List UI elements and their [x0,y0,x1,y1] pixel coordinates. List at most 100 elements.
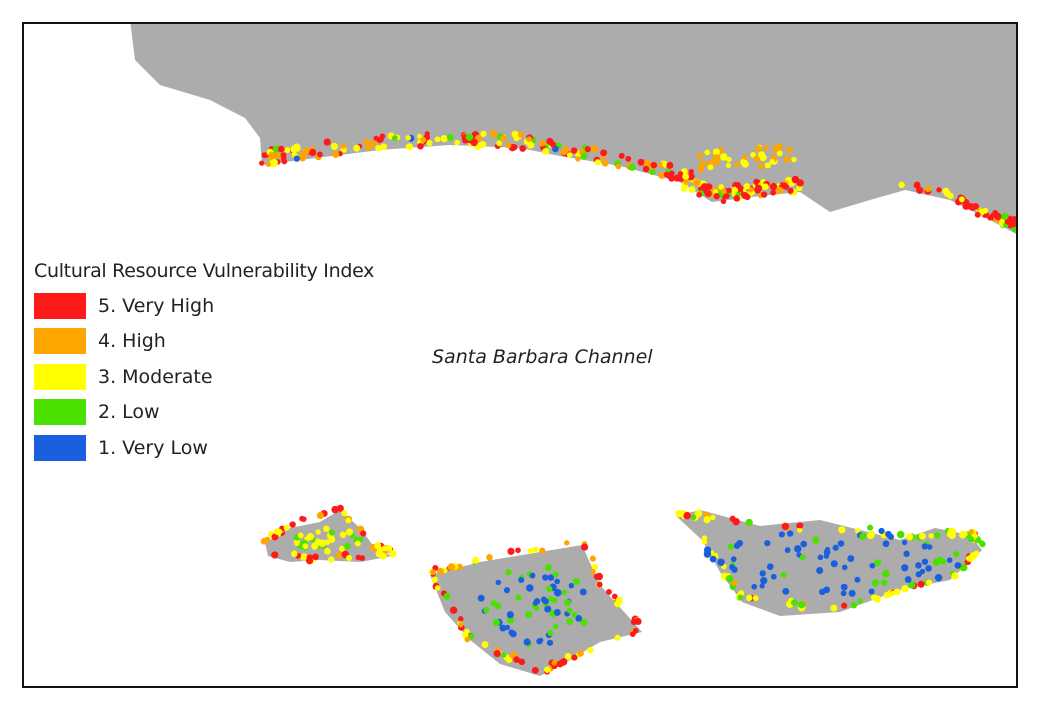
site-dot [547,574,555,581]
site-dot [611,593,618,600]
site-dot [994,212,1002,221]
site-dot [796,179,804,187]
site-dot [434,585,441,591]
site-dot [265,161,271,167]
site-dot [546,639,554,646]
site-dot [575,615,583,622]
site-dot [719,153,728,161]
site-dot [615,596,623,604]
site-dot [916,186,924,194]
site-dot [838,526,846,534]
site-dot [748,186,754,193]
site-dot [589,555,596,562]
site-dot [294,540,300,547]
site-dot [572,577,580,585]
site-dot [703,515,711,524]
site-dot [786,146,793,154]
site-dot [259,160,265,166]
site-dot [527,547,534,554]
site-dot [614,634,621,641]
site-dot [346,554,353,562]
site-dot [526,584,534,592]
site-dot [868,588,875,595]
site-dot [468,633,475,640]
site-dot [797,522,804,529]
site-dot [458,622,464,628]
site-dot [566,152,573,158]
site-dot [763,144,769,151]
site-dot [703,546,712,554]
site-dot [925,579,933,586]
site-dot [323,138,331,146]
site-dot [913,181,921,189]
site-dot [776,150,783,157]
site-dot [710,514,716,521]
site-dot [901,564,909,572]
site-dot [339,531,347,539]
site-dot [764,162,771,169]
site-dot [848,589,856,597]
site-dot [297,532,304,539]
site-dot [762,183,769,191]
site-dot [874,559,882,567]
site-dot [967,203,975,211]
site-dot [426,139,433,147]
site-dot [538,637,544,643]
site-dot [481,641,489,648]
water-body-label: Santa Barbara Channel [432,346,653,368]
site-dot [649,168,656,175]
site-dot [717,558,725,567]
site-dot [420,137,427,143]
site-dot [934,573,943,582]
site-dot [642,165,650,173]
legend-item: 1. Very Low [34,430,374,466]
site-dot [515,547,521,554]
site-dot [375,144,382,152]
site-dot [854,576,861,583]
site-dot [358,536,364,543]
site-dot [529,572,536,579]
site-dot [947,527,955,536]
site-dot [312,553,319,561]
site-dot [770,189,777,196]
site-dot [480,130,487,138]
site-dot [951,572,959,580]
site-dot [454,139,460,146]
site-dot [271,551,279,559]
site-dot [568,582,575,589]
site-dot [518,131,525,138]
mainland-coast [130,24,1016,234]
site-dot [330,142,338,151]
site-dot [761,191,768,198]
site-dot [523,638,531,646]
site-dot [486,554,493,561]
site-dot [823,586,831,594]
site-dot [783,156,791,163]
site-dot [723,193,730,199]
site-dot [917,580,925,588]
site-dot [580,152,588,160]
site-dot [496,140,503,147]
site-dot [539,140,546,147]
site-dot [584,146,591,153]
legend-swatch [34,292,86,319]
site-dot [658,171,666,179]
site-dot [561,589,568,596]
site-dot [595,572,604,581]
site-dot [725,575,734,583]
site-dot [908,581,916,589]
site-dot [770,573,777,580]
site-dot [727,543,734,550]
site-dot [544,564,552,572]
site-dot [926,544,933,550]
site-dot [290,145,298,153]
site-dot [772,144,780,153]
site-dot [354,540,361,547]
legend-item: 2. Low [34,395,374,431]
legend-swatch [34,363,86,390]
site-dot [707,164,714,171]
site-dot [434,136,441,143]
site-dot [570,147,578,154]
site-dot [436,567,444,575]
site-dot [526,136,533,143]
